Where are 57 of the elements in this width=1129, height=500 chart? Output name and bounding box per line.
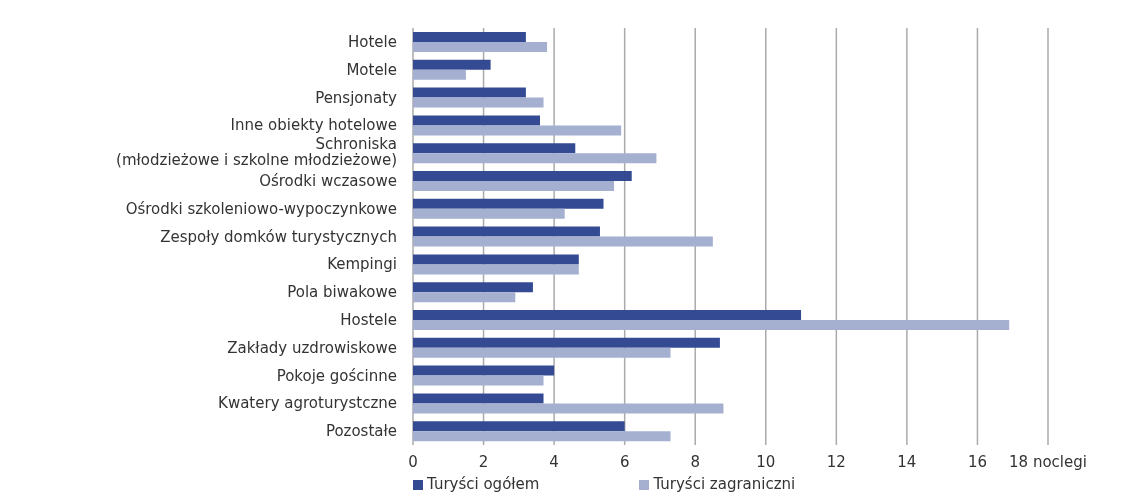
- y-tick-label: Zakłady uzdrowiskowe: [227, 338, 397, 357]
- bar: [413, 393, 544, 404]
- x-tick-label: 12: [826, 453, 846, 471]
- bar: [413, 32, 526, 42]
- x-tick-label: 2: [478, 453, 489, 471]
- bar: [413, 125, 622, 136]
- bar: [413, 69, 466, 80]
- bar: [413, 143, 576, 154]
- bar: [413, 208, 565, 219]
- y-tick-label: Schroniska (młodzieżowe i szkolne młodzieżowe): [116, 135, 397, 170]
- bar: [413, 226, 600, 237]
- bar: [413, 310, 802, 320]
- bar: [413, 320, 1010, 330]
- legend-label: Turyści ogółem: [427, 475, 540, 493]
- x-tick-label: 4: [549, 453, 559, 471]
- y-tick-label: Pola biwakowe: [287, 283, 397, 302]
- bar: [413, 87, 526, 98]
- y-tick-label: Ośrodki wczasowe: [259, 171, 397, 190]
- x-tick-label: 16: [967, 453, 987, 471]
- bar: [413, 347, 671, 358]
- bar: [413, 153, 657, 164]
- y-tick-label: Pensjonaty: [315, 88, 398, 107]
- bar: [413, 59, 491, 70]
- bar: [413, 337, 720, 348]
- x-tick-label: 14: [897, 453, 917, 471]
- y-tick-label: Ośrodki szkoleniowo-wypoczynkowe: [125, 199, 397, 218]
- bar: [413, 42, 548, 52]
- y-tick-label: Kempingi: [327, 255, 397, 274]
- bar: [413, 115, 540, 126]
- bar: [413, 198, 604, 209]
- bar: [413, 375, 544, 386]
- bar: [413, 236, 713, 247]
- bar: [413, 264, 579, 275]
- y-tick-label: Motele: [346, 60, 397, 79]
- x-tick-label: 0: [408, 453, 418, 471]
- x-tick-label: 18 noclegi: [1009, 453, 1087, 471]
- y-tick-label: Pokoje gościnne: [276, 366, 397, 385]
- bar: [413, 403, 724, 414]
- y-tick-label: Hotele: [348, 32, 397, 51]
- bar: [413, 365, 555, 376]
- legend-label: Turyści zagraniczni: [653, 475, 796, 493]
- bar: [413, 421, 625, 432]
- x-tick-label: 10: [756, 453, 776, 471]
- x-tick-label: 6: [619, 453, 630, 471]
- bar: [413, 97, 544, 108]
- y-tick-label: Hostele: [340, 310, 397, 329]
- bar: [413, 431, 671, 442]
- y-tick-label: Zespoły domków turystycznych: [160, 227, 397, 246]
- bar: [413, 292, 516, 303]
- bar: [413, 181, 615, 191]
- bar: [413, 282, 533, 293]
- y-tick-label: Inne obiekty hotelowe: [230, 116, 397, 135]
- y-tick-label: Kwatery agroturystczne: [218, 394, 397, 413]
- bar: [413, 171, 632, 181]
- y-tick-label: Pozostałe: [325, 422, 397, 441]
- bar: [413, 254, 579, 265]
- x-tick-label: 8: [690, 453, 700, 471]
